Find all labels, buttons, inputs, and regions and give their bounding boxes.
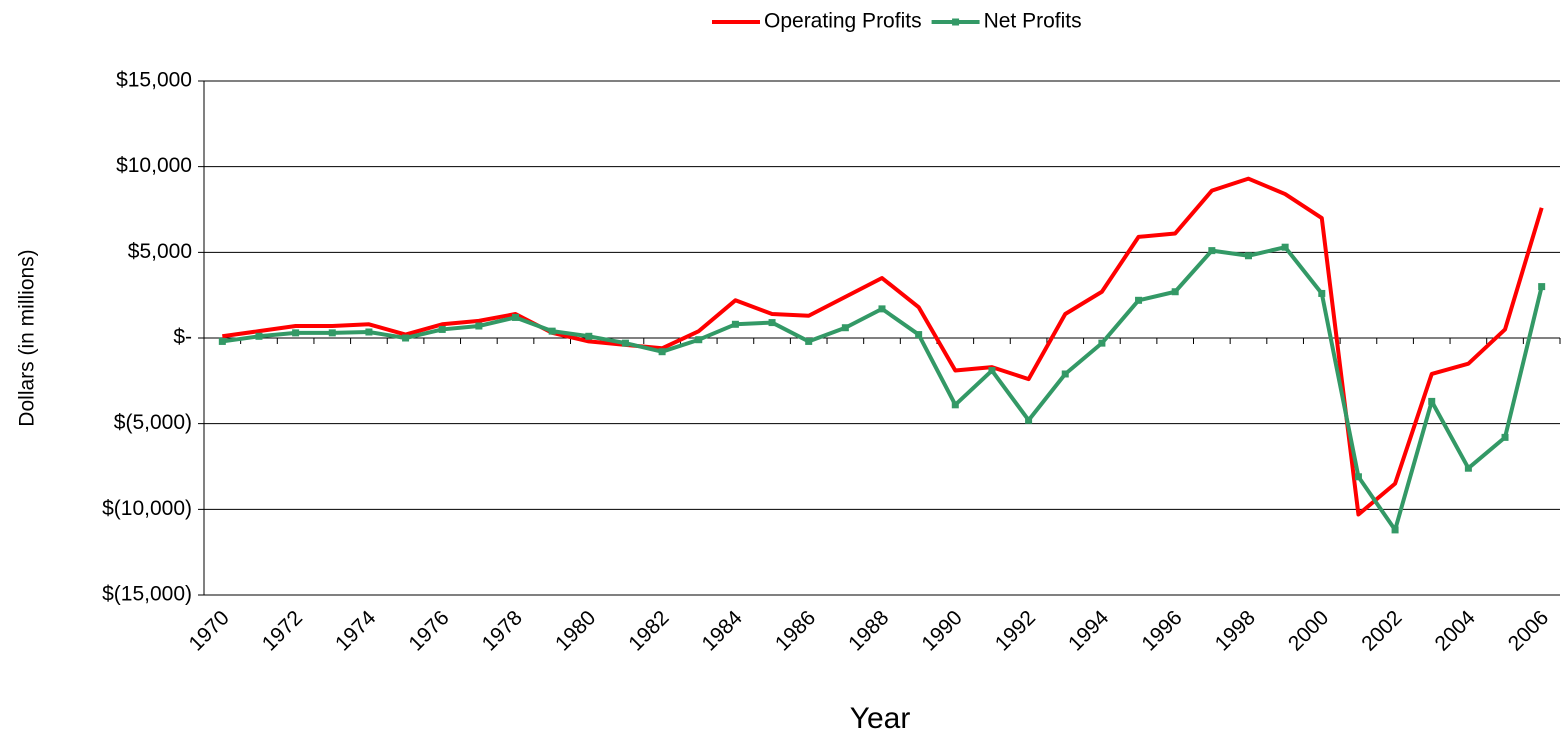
point-marker [915, 331, 923, 339]
point-marker [548, 327, 556, 335]
point-marker [1281, 243, 1289, 251]
point-marker [1354, 473, 1362, 481]
point-marker [402, 334, 410, 342]
point-marker [731, 320, 739, 328]
y-tick-label: $- [173, 326, 192, 349]
x-tick-label: 1976 [404, 606, 453, 655]
legend-label: Net Profits [984, 10, 1082, 33]
point-marker [878, 305, 886, 313]
point-marker [1025, 416, 1033, 424]
point-marker [218, 337, 226, 345]
x-tick-label: 1978 [478, 606, 527, 655]
x-tick-label: 1990 [917, 606, 966, 655]
x-tick-label: 2006 [1504, 606, 1553, 655]
point-marker [1244, 252, 1252, 260]
point-marker [841, 324, 849, 332]
x-tick-label: 1980 [551, 606, 600, 655]
point-marker [1538, 283, 1546, 291]
x-tick-label: 2000 [1284, 606, 1333, 655]
point-marker [292, 329, 300, 337]
y-tick-label: $5,000 [128, 240, 192, 263]
y-tick-label: $10,000 [116, 154, 192, 177]
point-marker [255, 332, 263, 340]
x-tick-label: 1984 [698, 606, 748, 656]
point-marker [621, 339, 629, 347]
point-marker [1208, 247, 1216, 255]
point-marker [1464, 464, 1472, 472]
point-marker [988, 367, 996, 375]
point-marker [475, 322, 483, 330]
point-marker [438, 325, 446, 333]
point-marker [1501, 433, 1509, 441]
legend-label: Operating Profits [764, 10, 922, 33]
point-marker [951, 401, 959, 409]
x-tick-label: 1992 [991, 606, 1040, 655]
x-tick-label: 1986 [771, 606, 820, 655]
x-tick-label: 2004 [1431, 606, 1481, 656]
point-marker [585, 332, 593, 340]
legend-marker [952, 18, 960, 26]
x-tick-label: 1982 [624, 606, 673, 655]
point-marker [1098, 339, 1106, 347]
y-tick-label: $(10,000) [102, 497, 192, 520]
y-tick-label: $15,000 [116, 69, 192, 92]
x-tick-label: 1974 [331, 606, 381, 656]
point-marker [1135, 296, 1143, 304]
x-tick-label: 1972 [258, 606, 307, 655]
y-axis-label: Dollars (in millions) [16, 249, 39, 426]
y-tick-label: $(15,000) [102, 583, 192, 606]
x-tick-label: 1996 [1137, 606, 1186, 655]
x-tick-label: 1998 [1211, 606, 1260, 655]
x-axis-label: Year [850, 702, 911, 735]
point-marker [805, 337, 813, 345]
point-marker [1171, 288, 1179, 296]
point-marker [768, 319, 776, 327]
x-tick-label: 2002 [1357, 606, 1406, 655]
point-marker [328, 329, 336, 337]
point-marker [695, 336, 703, 344]
point-marker [1428, 397, 1436, 405]
series-line [222, 176, 1544, 517]
x-tick-label: 1994 [1064, 606, 1114, 656]
x-tick-label: 1970 [184, 606, 233, 655]
point-marker [1061, 370, 1069, 378]
point-marker [1391, 526, 1399, 534]
point-marker [512, 313, 520, 321]
y-tick-label: $(5,000) [114, 411, 192, 434]
point-marker [658, 348, 666, 356]
point-marker [1318, 289, 1326, 297]
x-tick-label: 1988 [844, 606, 893, 655]
point-marker [365, 328, 373, 336]
